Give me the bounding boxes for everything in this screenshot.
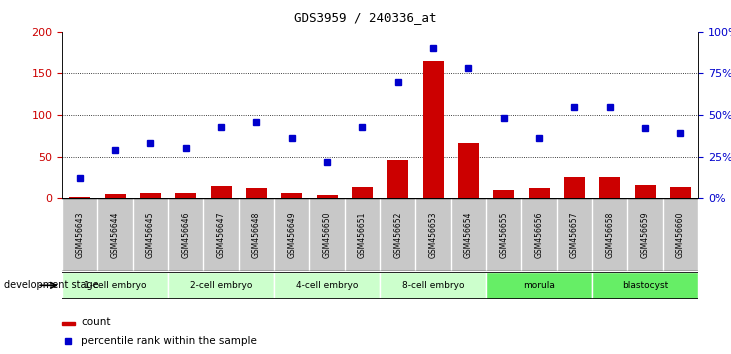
Text: 4-cell embryo: 4-cell embryo [296,281,358,290]
Text: morula: morula [523,281,555,290]
Bar [352,187,373,198]
Bar [493,190,515,198]
Text: GSM456650: GSM456650 [322,211,332,258]
Text: 8-cell embryo: 8-cell embryo [402,281,464,290]
Bar [458,143,479,198]
Bar [380,272,486,299]
Text: GSM456651: GSM456651 [358,211,367,258]
Bar [423,61,444,198]
Bar [317,195,338,198]
Bar [175,193,197,198]
Bar [281,193,303,198]
Bar [486,272,592,299]
Text: GSM456659: GSM456659 [640,211,650,258]
Text: GSM456643: GSM456643 [75,211,84,258]
Text: GSM456655: GSM456655 [499,211,508,258]
Bar [599,177,621,198]
Bar [246,188,267,198]
Text: GSM456647: GSM456647 [216,211,226,258]
Bar [69,196,91,198]
Text: count: count [81,316,110,327]
Bar [387,160,409,198]
Text: GSM456657: GSM456657 [570,211,579,258]
Bar [564,177,585,198]
Bar [168,272,274,299]
Text: GDS3959 / 240336_at: GDS3959 / 240336_at [295,11,436,24]
Bar [105,194,126,198]
Text: GSM456649: GSM456649 [287,211,296,258]
Text: percentile rank within the sample: percentile rank within the sample [81,336,257,346]
Text: GSM456645: GSM456645 [146,211,155,258]
Text: GSM456658: GSM456658 [605,211,614,258]
Text: GSM456648: GSM456648 [252,211,261,258]
Bar [592,272,698,299]
Text: GSM456656: GSM456656 [534,211,544,258]
Bar [62,321,75,325]
Text: development stage: development stage [4,280,98,290]
Text: GSM456654: GSM456654 [464,211,473,258]
Bar [670,187,691,198]
Text: blastocyst: blastocyst [622,281,668,290]
Bar [211,186,232,198]
Text: 1-cell embryo: 1-cell embryo [84,281,146,290]
Text: GSM456653: GSM456653 [428,211,438,258]
Bar [274,272,380,299]
Bar [62,272,168,299]
Text: GSM456652: GSM456652 [393,211,402,258]
Bar [529,188,550,198]
Text: 2-cell embryo: 2-cell embryo [190,281,252,290]
Text: GSM456646: GSM456646 [181,211,190,258]
Bar [140,193,161,198]
Bar [635,185,656,198]
Text: GSM456644: GSM456644 [110,211,120,258]
Text: GSM456660: GSM456660 [676,211,685,258]
